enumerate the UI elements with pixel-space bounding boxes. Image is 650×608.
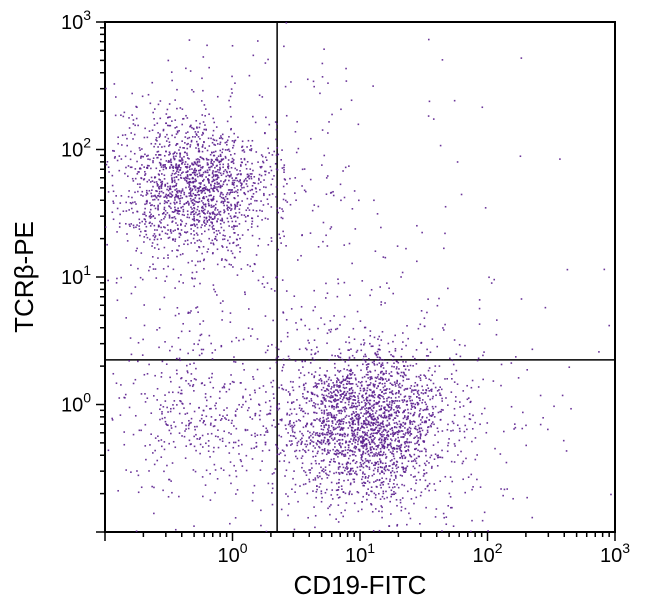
svg-text:100: 100 bbox=[61, 390, 91, 417]
flow-cytometry-scatter: 100 101 102 103 100 101 102 103 CD19-FITC TCRβ-PE bbox=[0, 0, 650, 608]
svg-text:102: 102 bbox=[61, 135, 91, 162]
svg-text:103: 103 bbox=[61, 7, 91, 34]
svg-text:103: 103 bbox=[600, 540, 630, 567]
svg-text:101: 101 bbox=[345, 540, 375, 567]
svg-text:102: 102 bbox=[472, 540, 502, 567]
svg-text:100: 100 bbox=[217, 540, 247, 567]
chart-svg: 100 101 102 103 100 101 102 103 CD19-FITC TCRβ-PE bbox=[0, 0, 650, 608]
svg-text:101: 101 bbox=[61, 262, 91, 289]
scatter-points bbox=[105, 22, 612, 532]
x-axis-label: CD19-FITC bbox=[294, 570, 427, 600]
y-axis-label: TCRβ-PE bbox=[9, 221, 39, 333]
